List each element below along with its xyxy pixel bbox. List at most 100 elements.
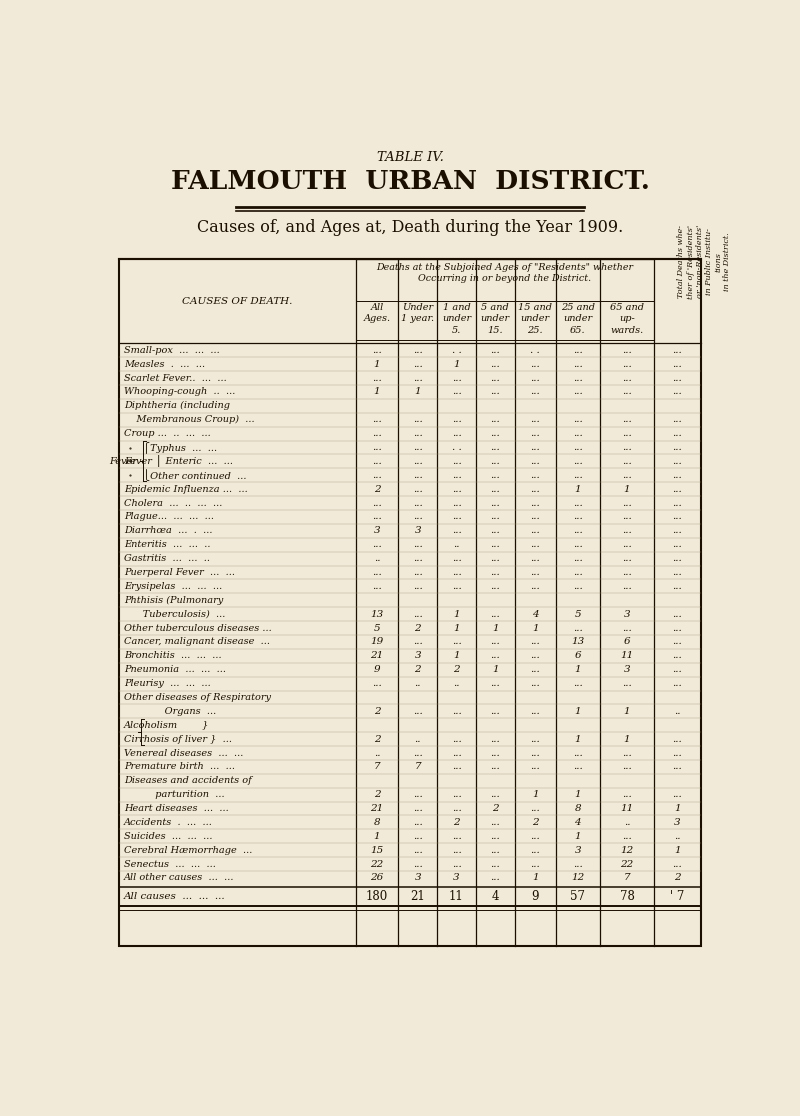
Text: ...: ... (490, 527, 500, 536)
Text: ...: ... (622, 471, 632, 480)
Text: ...: ... (673, 790, 682, 799)
Text: ...: ... (490, 555, 500, 564)
Text: 7: 7 (374, 762, 380, 771)
Text: ⎧Typhus  ...  ...: ⎧Typhus ... ... (124, 442, 217, 453)
Text: Small-pox  ...  ...  ...: Small-pox ... ... ... (124, 346, 220, 355)
Text: ...: ... (573, 374, 582, 383)
Text: TABLE IV.: TABLE IV. (377, 151, 443, 164)
Text: ...: ... (413, 415, 422, 424)
Text: Organs  ...: Organs ... (124, 706, 216, 715)
Text: 8: 8 (574, 804, 581, 814)
Text: 1: 1 (374, 359, 380, 368)
Text: Accidents  .  ...  ...: Accidents . ... ... (124, 818, 213, 827)
Text: ...: ... (413, 555, 422, 564)
Text: ...: ... (673, 471, 682, 480)
Text: ...: ... (490, 471, 500, 480)
Text: ...: ... (530, 484, 540, 493)
Text: ...: ... (372, 456, 382, 465)
Text: 8: 8 (374, 818, 380, 827)
Text: ..: .. (414, 734, 421, 743)
Text: ...: ... (490, 706, 500, 715)
Text: 26: 26 (370, 874, 384, 883)
Text: 1: 1 (453, 652, 460, 661)
Text: ...: ... (452, 568, 462, 577)
Text: ...: ... (413, 484, 422, 493)
Text: ...: ... (673, 609, 682, 618)
Text: Total Deaths whe-
ther of 'Residents'
or 'non-Residents'
in Public Institu-
tion: Total Deaths whe- ther of 'Residents' or… (678, 224, 731, 299)
Text: ...: ... (413, 609, 422, 618)
Text: 1: 1 (532, 624, 538, 633)
Bar (119, 259, 701, 946)
Text: ...: ... (622, 374, 632, 383)
Text: ...: ... (490, 430, 500, 439)
Text: ...: ... (622, 679, 632, 689)
Text: ...: ... (673, 512, 682, 521)
Text: . .: . . (452, 443, 462, 452)
Text: ...: ... (573, 471, 582, 480)
Text: 1: 1 (492, 624, 498, 633)
Text: ...: ... (413, 749, 422, 758)
Text: ...: ... (530, 665, 540, 674)
Text: 65 and
up-
wards.: 65 and up- wards. (610, 304, 644, 335)
Text: Tuberculosis)  ...: Tuberculosis) ... (124, 609, 226, 618)
Text: ...: ... (673, 568, 682, 577)
Text: Whooping-cough  ..  ...: Whooping-cough .. ... (124, 387, 235, 396)
Text: ...: ... (573, 762, 582, 771)
Text: ...: ... (573, 430, 582, 439)
Text: 22: 22 (620, 859, 634, 868)
Text: Epidemic Influenza ...  ...: Epidemic Influenza ... ... (124, 484, 248, 493)
Text: 1: 1 (453, 624, 460, 633)
Text: Deaths at the Subjoined Ages of "Residents" whether
Occurring in or beyond the D: Deaths at the Subjoined Ages of "Residen… (377, 263, 634, 283)
Text: ...: ... (673, 359, 682, 368)
Text: ...: ... (673, 387, 682, 396)
Text: ...: ... (573, 568, 582, 577)
Text: ...: ... (372, 568, 382, 577)
Text: Under
1 year.: Under 1 year. (401, 304, 434, 324)
Text: ...: ... (530, 499, 540, 508)
Text: ...: ... (673, 346, 682, 355)
Text: ...: ... (622, 499, 632, 508)
Text: ...: ... (490, 374, 500, 383)
Text: ...: ... (490, 387, 500, 396)
Text: ...: ... (490, 762, 500, 771)
Text: ...: ... (452, 846, 462, 855)
Text: 180: 180 (366, 891, 388, 903)
Text: ...: ... (530, 555, 540, 564)
Text: ...: ... (413, 443, 422, 452)
Text: 21: 21 (370, 652, 384, 661)
Text: ...: ... (490, 581, 500, 590)
Text: ...: ... (530, 637, 540, 646)
Text: ...: ... (530, 804, 540, 814)
Text: 1: 1 (574, 665, 581, 674)
Text: 3: 3 (674, 818, 681, 827)
Text: ...: ... (452, 555, 462, 564)
Text: ...: ... (372, 374, 382, 383)
Text: ...: ... (622, 581, 632, 590)
Text: ...: ... (372, 499, 382, 508)
Text: Diarrhœa  ...  .  ...: Diarrhœa ... . ... (124, 527, 213, 536)
Text: ..: .. (454, 679, 460, 689)
Text: ..: .. (454, 540, 460, 549)
Text: 9: 9 (374, 665, 380, 674)
Text: ...: ... (452, 637, 462, 646)
Text: ...: ... (673, 637, 682, 646)
Text: ...: ... (490, 346, 500, 355)
Text: ...: ... (622, 568, 632, 577)
Text: ...: ... (413, 581, 422, 590)
Text: Cirrhosis of liver }  ...: Cirrhosis of liver } ... (124, 734, 232, 743)
Text: 1: 1 (414, 387, 421, 396)
Text: ...: ... (573, 624, 582, 633)
Text: 3: 3 (453, 874, 460, 883)
Text: 2: 2 (414, 624, 421, 633)
Text: ...: ... (673, 499, 682, 508)
Text: ...: ... (413, 374, 422, 383)
Text: Other diseases of Respiratory: Other diseases of Respiratory (124, 693, 271, 702)
Text: ...: ... (530, 568, 540, 577)
Text: ...: ... (530, 652, 540, 661)
Text: 3: 3 (574, 846, 581, 855)
Text: 11: 11 (620, 804, 634, 814)
Text: ...: ... (673, 652, 682, 661)
Text: ...: ... (530, 512, 540, 521)
Text: ...: ... (413, 706, 422, 715)
Text: ⎩Other continued  ...: ⎩Other continued ... (124, 470, 246, 481)
